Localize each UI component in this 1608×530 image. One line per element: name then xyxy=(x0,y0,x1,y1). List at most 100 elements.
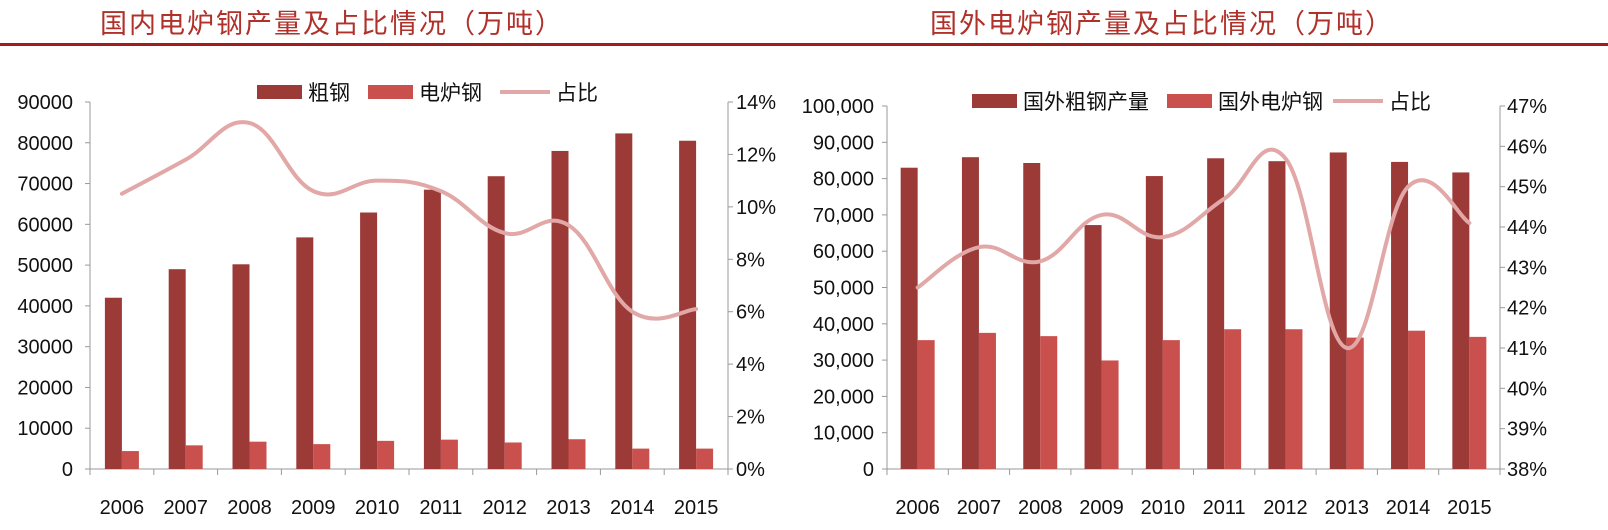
left-bar-secondary xyxy=(185,445,203,469)
left-left-tick-label: 90000 xyxy=(17,92,73,114)
left-left-tick-label: 20000 xyxy=(17,377,73,399)
right-right-tick-label: 45% xyxy=(1507,177,1547,199)
left-x-tick-label: 2015 xyxy=(674,497,719,519)
left-right-tick-label: 6% xyxy=(736,302,765,324)
right-bar-primary xyxy=(1023,162,1041,469)
right-bar-secondary xyxy=(1346,337,1364,469)
left-bar-secondary xyxy=(568,439,586,469)
left-bar-primary xyxy=(296,237,314,469)
left-bar-primary xyxy=(615,133,633,469)
right-left-tick-label: 20,000 xyxy=(813,386,874,408)
left-legend-swatch xyxy=(368,85,413,99)
right-bar-secondary xyxy=(1162,340,1180,469)
right-legend-swatch xyxy=(972,94,1017,108)
left-bar-primary xyxy=(360,212,378,469)
right-bar-primary xyxy=(1207,158,1225,469)
right-x-tick-label: 2014 xyxy=(1386,497,1431,519)
right-bar-secondary xyxy=(1469,336,1487,469)
right-x-tick-label: 2015 xyxy=(1447,497,1492,519)
right-bar-primary xyxy=(900,167,918,469)
left-right-tick-label: 0% xyxy=(736,459,765,481)
right-bar-primary xyxy=(1452,172,1470,469)
right-right-tick-label: 47% xyxy=(1507,96,1547,118)
left-bar-primary xyxy=(168,269,186,469)
left-bar-secondary xyxy=(121,451,139,469)
right-right-tick-label: 44% xyxy=(1507,217,1547,239)
right-left-tick-label: 10,000 xyxy=(813,423,874,445)
right-right-tick-label: 39% xyxy=(1507,419,1547,441)
left-share-line xyxy=(119,120,699,321)
left-bar-primary xyxy=(487,176,505,469)
left-chart-title: 国内电炉钢产量及占比情况（万吨） xyxy=(100,9,564,40)
left-bar-secondary xyxy=(313,444,331,469)
right-left-tick-label: 30,000 xyxy=(813,350,874,372)
right-bar-secondary xyxy=(1040,336,1058,469)
left-bar-secondary xyxy=(696,448,714,469)
right-bar-primary xyxy=(961,157,979,470)
left-legend-label: 占比 xyxy=(556,81,598,105)
right-legend-swatch xyxy=(1167,94,1212,108)
left-x-tick-label: 2014 xyxy=(610,497,655,519)
right-x-tick-label: 2006 xyxy=(895,497,940,519)
right-bar-primary xyxy=(1391,161,1409,470)
left-bar-secondary xyxy=(632,448,650,469)
right-left-tick-label: 70,000 xyxy=(813,205,874,227)
header-divider xyxy=(0,43,1608,46)
right-x-tick-label: 2011 xyxy=(1203,497,1246,519)
left-legend-swatch xyxy=(257,85,302,99)
left-bar-secondary xyxy=(249,441,267,469)
left-x-tick-label: 2012 xyxy=(482,497,527,519)
left-left-tick-label: 50000 xyxy=(17,255,73,277)
right-bar-secondary xyxy=(1285,329,1303,469)
left-left-tick-label: 40000 xyxy=(17,296,73,318)
left-bar-primary xyxy=(551,150,569,469)
right-x-tick-label: 2009 xyxy=(1079,497,1124,519)
left-left-tick-label: 80000 xyxy=(17,133,73,155)
right-chart-title: 国外电炉钢产量及占比情况（万吨） xyxy=(930,9,1394,40)
right-share-line xyxy=(915,147,1472,350)
right-left-tick-label: 50,000 xyxy=(813,278,874,300)
left-x-tick-label: 2009 xyxy=(291,497,336,519)
left-bar-secondary xyxy=(504,442,522,469)
right-right-tick-label: 40% xyxy=(1507,378,1547,400)
left-x-tick-label: 2006 xyxy=(100,497,145,519)
right-x-tick-label: 2008 xyxy=(1018,497,1063,519)
right-right-tick-label: 42% xyxy=(1507,298,1547,320)
right-bar-secondary xyxy=(1101,360,1119,469)
left-left-tick-label: 10000 xyxy=(17,418,73,440)
right-legend-label: 占比 xyxy=(1389,90,1431,114)
left-right-tick-label: 4% xyxy=(736,354,765,376)
right-left-tick-label: 80,000 xyxy=(813,169,874,191)
left-bar-secondary xyxy=(377,440,395,469)
right-legend-label: 国外粗钢产量 xyxy=(1023,90,1149,114)
left-bar-primary xyxy=(679,140,697,469)
left-x-tick-label: 2007 xyxy=(163,497,208,519)
left-right-tick-label: 8% xyxy=(736,249,765,271)
right-left-tick-label: 60,000 xyxy=(813,241,874,263)
right-right-tick-label: 46% xyxy=(1507,136,1547,158)
left-x-tick-label: 2008 xyxy=(227,497,272,519)
right-bar-primary xyxy=(1145,176,1163,469)
left-right-tick-label: 2% xyxy=(736,407,765,429)
right-right-tick-label: 38% xyxy=(1507,459,1547,481)
left-legend-label: 电炉钢 xyxy=(419,81,482,105)
right-bar-secondary xyxy=(1224,329,1242,469)
left-left-tick-label: 0 xyxy=(62,459,73,481)
left-legend-label: 粗钢 xyxy=(308,81,350,105)
left-bar-secondary xyxy=(440,439,458,469)
left-right-tick-label: 10% xyxy=(736,197,776,219)
right-right-tick-label: 43% xyxy=(1507,257,1547,279)
left-left-tick-label: 30000 xyxy=(17,337,73,359)
right-x-tick-label: 2012 xyxy=(1263,497,1308,519)
right-left-tick-label: 0 xyxy=(863,459,874,481)
left-left-tick-label: 70000 xyxy=(17,174,73,196)
left-right-tick-label: 12% xyxy=(736,144,776,166)
right-bar-secondary xyxy=(978,332,996,469)
left-bar-primary xyxy=(104,297,122,469)
right-right-tick-label: 41% xyxy=(1507,338,1547,360)
right-x-tick-label: 2010 xyxy=(1141,497,1186,519)
left-x-tick-label: 2011 xyxy=(419,497,462,519)
right-left-tick-label: 100,000 xyxy=(802,96,874,118)
right-bar-secondary xyxy=(1408,330,1426,469)
